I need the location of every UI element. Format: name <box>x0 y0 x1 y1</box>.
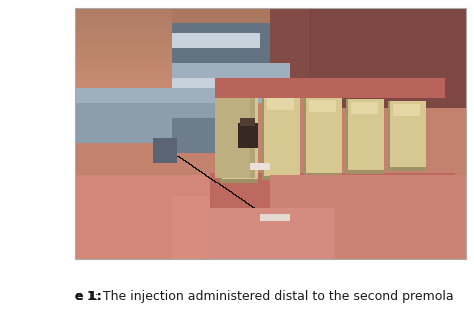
Text: e 1:: e 1: <box>75 290 101 303</box>
Text: e 1: The injection administered distal to the second premola: e 1: The injection administered distal t… <box>75 290 454 303</box>
Text: e 1: The injection administered distal to the second premola: e 1: The injection administered distal t… <box>75 290 454 303</box>
Text: e 1:: e 1: <box>75 290 101 303</box>
